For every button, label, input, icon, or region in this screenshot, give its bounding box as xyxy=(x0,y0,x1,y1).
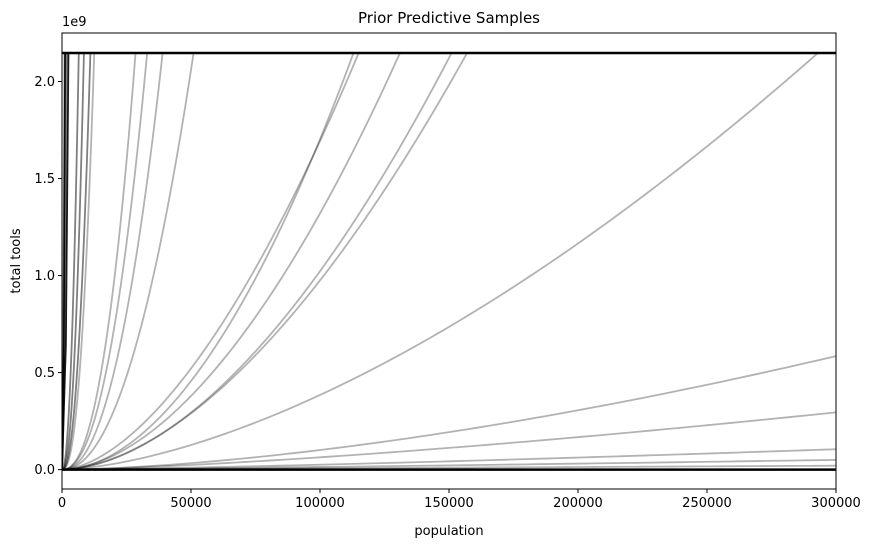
series-line-15 xyxy=(62,52,836,471)
x-tick-label: 150000 xyxy=(424,496,474,511)
series-line-1 xyxy=(62,52,836,470)
y-tick-label: 1.5 xyxy=(34,172,55,187)
series-line-2 xyxy=(62,52,836,470)
y-axis-title: total tools xyxy=(9,228,24,293)
y-tick-label: 0.0 xyxy=(34,463,55,478)
x-axis-title: population xyxy=(414,524,483,539)
y-tick-label: 2.0 xyxy=(34,75,55,90)
series-line-8 xyxy=(62,52,836,471)
series-line-11 xyxy=(62,52,836,471)
series-line-17 xyxy=(62,52,836,471)
x-tick-label: 300000 xyxy=(811,496,861,511)
y-tick-label: 0.5 xyxy=(34,366,55,381)
x-tick-label: 200000 xyxy=(553,496,603,511)
series-line-20 xyxy=(62,411,836,471)
series-line-12 xyxy=(62,52,836,471)
series-line-14 xyxy=(62,52,836,471)
series-line-16 xyxy=(62,52,836,471)
y-tick-label: 1.0 xyxy=(34,269,55,284)
y-axis-ticks: 0.0 0.5 1.0 1.5 2.0 xyxy=(34,75,62,478)
series-layer xyxy=(62,51,836,471)
series-line-4 xyxy=(62,52,836,471)
series-line-10 xyxy=(62,52,836,471)
x-tick-label: 100000 xyxy=(295,496,345,511)
series-line-19 xyxy=(62,355,836,471)
chart-title: Prior Predictive Samples xyxy=(358,9,540,27)
series-line-6 xyxy=(62,52,836,471)
x-tick-label: 0 xyxy=(58,496,66,511)
series-line-21 xyxy=(62,448,836,471)
series-line-9 xyxy=(62,52,836,471)
series-line-18 xyxy=(62,52,836,471)
series-line-5 xyxy=(62,52,836,471)
plot-frame xyxy=(61,32,837,490)
y-axis-offset-text: 1e9 xyxy=(62,15,87,30)
x-tick-label: 250000 xyxy=(682,496,732,511)
series-line-7 xyxy=(62,52,836,471)
series-line-3 xyxy=(62,52,836,471)
series-line-13 xyxy=(62,52,836,471)
x-axis-ticks: 0 50000 100000 150000 200000 250000 300000 xyxy=(58,489,861,511)
x-tick-label: 50000 xyxy=(170,496,211,511)
